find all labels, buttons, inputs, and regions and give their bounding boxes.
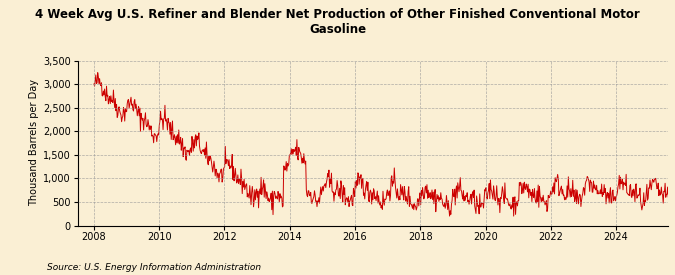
Text: Source: U.S. Energy Information Administration: Source: U.S. Energy Information Administ… <box>47 263 261 272</box>
Text: 4 Week Avg U.S. Refiner and Blender Net Production of Other Finished Conventiona: 4 Week Avg U.S. Refiner and Blender Net … <box>35 8 640 36</box>
Y-axis label: Thousand Barrels per Day: Thousand Barrels per Day <box>28 79 38 207</box>
